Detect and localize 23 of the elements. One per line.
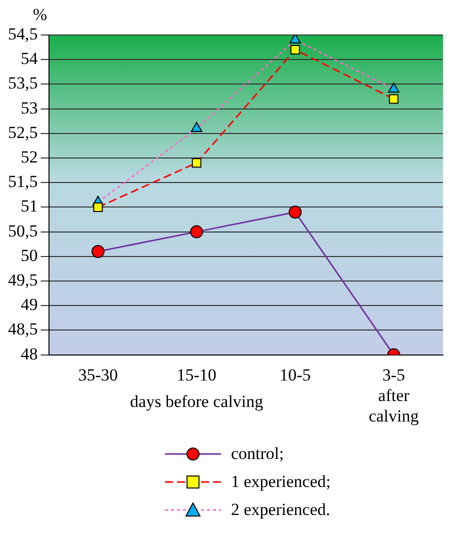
y-tick-label: 53 [20,98,38,118]
legend-label: control; [231,444,284,464]
x-tick-label: 35-30 [78,365,118,384]
y-tick-label: 48,5 [8,320,38,339]
y-tick-label: 51,5 [8,172,38,192]
y-tick-label: 50 [20,246,38,265]
y-tick-label: 49 [20,295,38,314]
x-tick-label: 15-10 [176,365,216,384]
x-tick-label: 10-5 [280,365,311,384]
y-axis-title: % [32,5,48,24]
y-tick-label: 53,5 [8,74,38,93]
y-tick-label: 48 [20,344,38,364]
legend-label: 2 experienced. [231,500,330,520]
y-tick-label: 54,5 [8,24,38,44]
y-tick-label: 50,5 [8,221,38,240]
y-tick-label: 51 [20,196,38,216]
x-axis-title: days before calving [130,392,264,411]
y-tick-label: 52,5 [8,122,38,142]
legend-label: 1 experienced; [231,472,331,492]
y-tick-label: 49,5 [8,270,38,290]
x-tick-label: 3-5 after calving [368,365,420,426]
y-tick-label: 54 [20,49,38,68]
y-tick-label: 52 [20,147,38,166]
